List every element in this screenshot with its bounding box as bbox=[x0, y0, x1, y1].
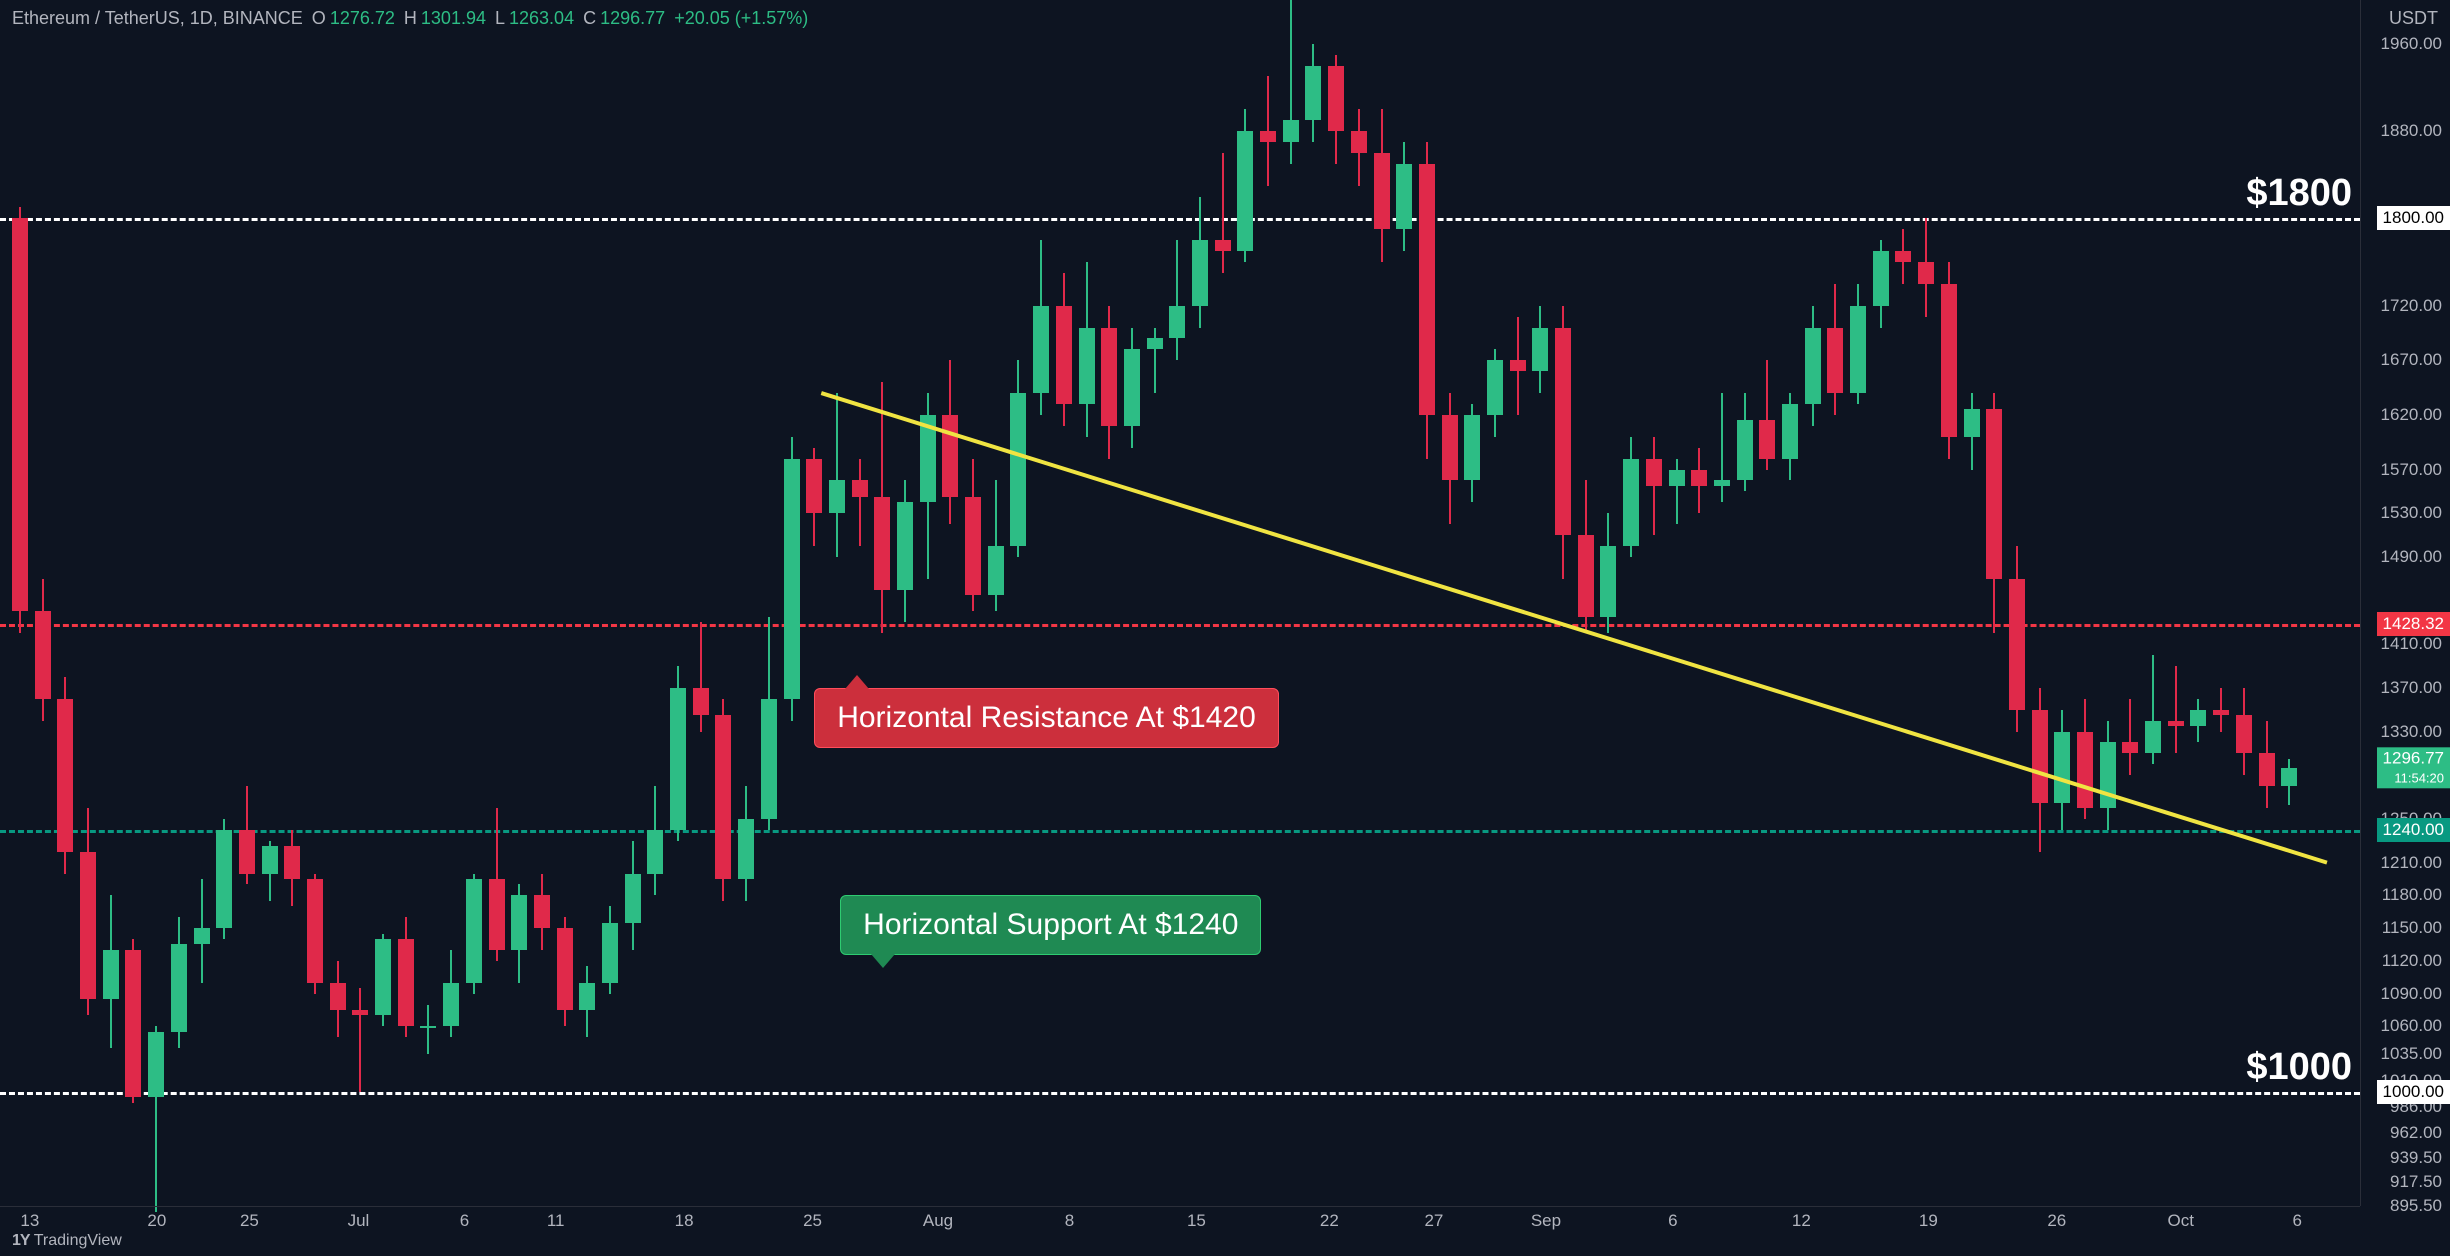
x-tick: 6 bbox=[460, 1211, 469, 1231]
x-tick: 18 bbox=[675, 1211, 694, 1231]
x-tick: 8 bbox=[1065, 1211, 1074, 1231]
x-tick: 6 bbox=[2293, 1211, 2302, 1231]
y-tick: 1060.00 bbox=[2381, 1016, 2442, 1036]
ohlc-o-value: 1276.72 bbox=[330, 8, 395, 28]
x-tick: 27 bbox=[1424, 1211, 1443, 1231]
y-tick: 1720.00 bbox=[2381, 296, 2442, 316]
price-tag: 1800.00 bbox=[2377, 206, 2450, 230]
horizontal-line bbox=[0, 624, 2360, 627]
x-tick: 6 bbox=[1668, 1211, 1677, 1231]
plot-area[interactable]: $1800 $1000 Horizontal Resistance At $1420… bbox=[0, 0, 2360, 1206]
horizontal-line bbox=[0, 1092, 2360, 1095]
y-tick: 1620.00 bbox=[2381, 405, 2442, 425]
x-tick: 13 bbox=[20, 1211, 39, 1231]
y-tick: 962.00 bbox=[2390, 1123, 2442, 1143]
y-tick: 1120.00 bbox=[2382, 951, 2442, 971]
x-axis[interactable]: 132025Jul6111825Aug8152227Sep6121926Oct6 bbox=[0, 1206, 2360, 1226]
y-tick: 1880.00 bbox=[2381, 121, 2442, 141]
symbol-label: Ethereum / TetherUS, 1D, BINANCE bbox=[12, 8, 303, 28]
x-tick: 22 bbox=[1320, 1211, 1339, 1231]
x-tick: 25 bbox=[803, 1211, 822, 1231]
price-tag: 1000.00 bbox=[2377, 1080, 2450, 1104]
ohlc-h-value: 1301.94 bbox=[421, 8, 486, 28]
chart-header: Ethereum / TetherUS, 1D, BINANCE O1276.7… bbox=[12, 8, 812, 29]
y-tick: 1960.00 bbox=[2381, 34, 2442, 54]
price-level-label: $1800 bbox=[2246, 172, 2352, 215]
y-tick: 1370.00 bbox=[2381, 678, 2442, 698]
annotation-green: Horizontal Support At $1240 bbox=[840, 895, 1261, 955]
horizontal-line bbox=[0, 830, 2360, 833]
x-tick: 15 bbox=[1187, 1211, 1206, 1231]
price-tag: 1240.00 bbox=[2377, 818, 2450, 842]
y-tick: 1670.00 bbox=[2381, 350, 2442, 370]
trendline bbox=[0, 0, 2360, 1206]
y-tick: 1035.00 bbox=[2381, 1044, 2442, 1064]
x-tick: 26 bbox=[2047, 1211, 2066, 1231]
ohlc-c-value: 1296.77 bbox=[600, 8, 665, 28]
x-tick: 12 bbox=[1792, 1211, 1811, 1231]
y-tick: 1570.00 bbox=[2381, 460, 2442, 480]
price-level-label: $1000 bbox=[2246, 1046, 2352, 1089]
tradingview-brand: 1Y TradingView bbox=[12, 1232, 122, 1250]
x-tick: Aug bbox=[923, 1211, 953, 1231]
y-tick: 1150.00 bbox=[2382, 918, 2442, 938]
x-tick: 11 bbox=[547, 1211, 565, 1231]
x-tick: 19 bbox=[1919, 1211, 1938, 1231]
y-tick: 1180.00 bbox=[2382, 885, 2442, 905]
ohlc-c-label: C bbox=[583, 8, 596, 28]
annotation-red: Horizontal Resistance At $1420 bbox=[814, 688, 1279, 748]
ohlc-l-label: L bbox=[495, 8, 505, 28]
current-price-tag: 1296.7711:54:20 bbox=[2377, 747, 2450, 788]
y-tick: 1530.00 bbox=[2381, 503, 2442, 523]
y-tick: 1330.00 bbox=[2381, 722, 2442, 742]
y-tick: 1490.00 bbox=[2381, 547, 2442, 567]
ohlc-o-label: O bbox=[312, 8, 326, 28]
y-tick: 1410.00 bbox=[2381, 634, 2442, 654]
ohlc-h-label: H bbox=[404, 8, 417, 28]
y-axis[interactable]: 895.50917.50939.50962.00986.001000.00101… bbox=[2360, 0, 2450, 1206]
ohlc-change: +20.05 (+1.57%) bbox=[674, 8, 808, 28]
y-tick: 895.50 bbox=[2390, 1196, 2442, 1216]
y-tick: 917.50 bbox=[2390, 1172, 2442, 1192]
x-tick: 20 bbox=[147, 1211, 166, 1231]
x-tick: Oct bbox=[2168, 1211, 2194, 1231]
ohlc-l-value: 1263.04 bbox=[509, 8, 574, 28]
x-tick: Sep bbox=[1531, 1211, 1561, 1231]
y-tick: 939.50 bbox=[2390, 1148, 2442, 1168]
y-tick: 1090.00 bbox=[2381, 984, 2442, 1004]
y-tick: 1210.00 bbox=[2381, 853, 2442, 873]
price-tag: 1428.32 bbox=[2377, 612, 2450, 636]
x-tick: Jul bbox=[348, 1211, 370, 1231]
horizontal-line bbox=[0, 218, 2360, 221]
chart-container: Ethereum / TetherUS, 1D, BINANCE O1276.7… bbox=[0, 0, 2450, 1256]
x-tick: 25 bbox=[240, 1211, 259, 1231]
